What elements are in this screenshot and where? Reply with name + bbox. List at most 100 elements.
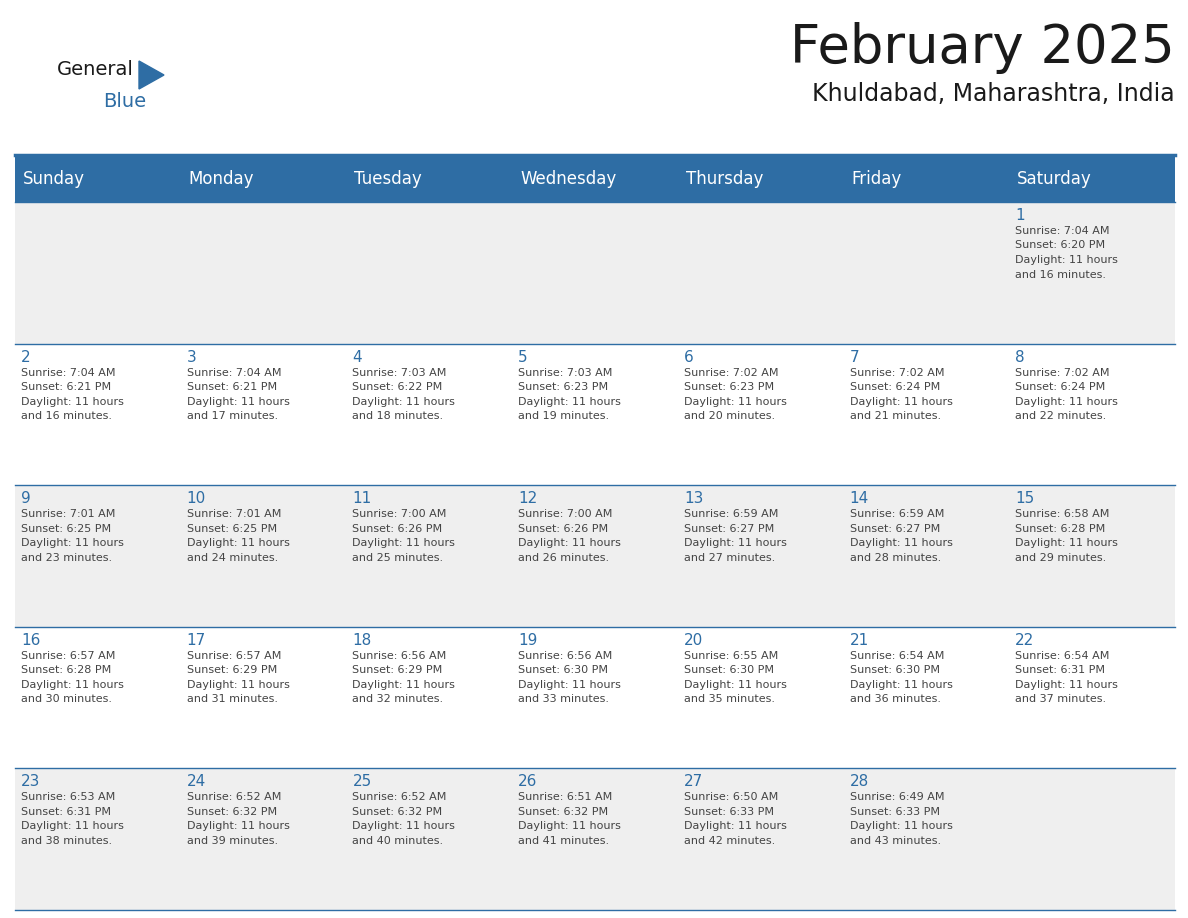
Text: Sunset: 6:25 PM: Sunset: 6:25 PM: [187, 523, 277, 533]
Text: 8: 8: [1016, 350, 1025, 364]
Text: Friday: Friday: [852, 170, 902, 187]
Text: Sunrise: 6:56 AM: Sunrise: 6:56 AM: [353, 651, 447, 661]
Bar: [15, 768, 1175, 910]
Text: General: General: [57, 60, 134, 79]
Bar: [15, 202, 1175, 343]
Text: Sunset: 6:20 PM: Sunset: 6:20 PM: [1016, 241, 1105, 251]
Text: and 38 minutes.: and 38 minutes.: [21, 836, 112, 845]
Text: Sunset: 6:26 PM: Sunset: 6:26 PM: [518, 523, 608, 533]
Text: Sunrise: 7:04 AM: Sunrise: 7:04 AM: [187, 367, 282, 377]
Text: Sunset: 6:32 PM: Sunset: 6:32 PM: [353, 807, 443, 817]
Text: Saturday: Saturday: [1017, 170, 1092, 187]
Text: 13: 13: [684, 491, 703, 506]
Polygon shape: [139, 61, 164, 89]
Text: and 17 minutes.: and 17 minutes.: [187, 411, 278, 421]
Text: 27: 27: [684, 775, 703, 789]
Text: Sunrise: 6:52 AM: Sunrise: 6:52 AM: [187, 792, 282, 802]
Text: 21: 21: [849, 633, 868, 648]
Text: Sunrise: 7:04 AM: Sunrise: 7:04 AM: [21, 367, 115, 377]
Text: Sunset: 6:26 PM: Sunset: 6:26 PM: [353, 523, 443, 533]
Text: 7: 7: [849, 350, 859, 364]
Text: and 28 minutes.: and 28 minutes.: [849, 553, 941, 563]
Text: Sunset: 6:31 PM: Sunset: 6:31 PM: [1016, 666, 1105, 676]
Text: Sunset: 6:29 PM: Sunset: 6:29 PM: [187, 666, 277, 676]
Text: Thursday: Thursday: [685, 170, 763, 187]
Text: Sunrise: 7:01 AM: Sunrise: 7:01 AM: [187, 509, 282, 520]
Text: Daylight: 11 hours: Daylight: 11 hours: [187, 538, 290, 548]
Text: Sunset: 6:23 PM: Sunset: 6:23 PM: [684, 382, 775, 392]
Text: Monday: Monday: [189, 170, 254, 187]
Text: and 21 minutes.: and 21 minutes.: [849, 411, 941, 421]
Text: Sunset: 6:29 PM: Sunset: 6:29 PM: [353, 666, 443, 676]
Text: and 27 minutes.: and 27 minutes.: [684, 553, 775, 563]
Text: 14: 14: [849, 491, 868, 506]
Text: Sunset: 6:23 PM: Sunset: 6:23 PM: [518, 382, 608, 392]
Text: Sunrise: 6:57 AM: Sunrise: 6:57 AM: [187, 651, 282, 661]
Text: Sunset: 6:21 PM: Sunset: 6:21 PM: [187, 382, 277, 392]
Text: Sunrise: 7:00 AM: Sunrise: 7:00 AM: [518, 509, 613, 520]
Text: Daylight: 11 hours: Daylight: 11 hours: [21, 822, 124, 832]
Text: Daylight: 11 hours: Daylight: 11 hours: [518, 397, 621, 407]
Text: Sunset: 6:28 PM: Sunset: 6:28 PM: [1016, 523, 1106, 533]
Text: 22: 22: [1016, 633, 1035, 648]
Text: Sunset: 6:24 PM: Sunset: 6:24 PM: [849, 382, 940, 392]
Text: Khuldabad, Maharashtra, India: Khuldabad, Maharashtra, India: [813, 82, 1175, 106]
Text: Daylight: 11 hours: Daylight: 11 hours: [849, 822, 953, 832]
Text: Sunrise: 6:57 AM: Sunrise: 6:57 AM: [21, 651, 115, 661]
Text: Daylight: 11 hours: Daylight: 11 hours: [353, 397, 455, 407]
Text: 11: 11: [353, 491, 372, 506]
Text: 2: 2: [21, 350, 31, 364]
Text: Sunrise: 6:56 AM: Sunrise: 6:56 AM: [518, 651, 612, 661]
Text: Sunrise: 6:53 AM: Sunrise: 6:53 AM: [21, 792, 115, 802]
Text: Sunrise: 7:02 AM: Sunrise: 7:02 AM: [849, 367, 944, 377]
Text: Sunrise: 7:02 AM: Sunrise: 7:02 AM: [1016, 367, 1110, 377]
Text: Daylight: 11 hours: Daylight: 11 hours: [1016, 538, 1118, 548]
Text: Sunrise: 6:50 AM: Sunrise: 6:50 AM: [684, 792, 778, 802]
Text: 28: 28: [849, 775, 868, 789]
Text: 6: 6: [684, 350, 694, 364]
Text: and 18 minutes.: and 18 minutes.: [353, 411, 443, 421]
Text: Sunrise: 6:54 AM: Sunrise: 6:54 AM: [1016, 651, 1110, 661]
Bar: [678, 155, 843, 202]
Text: Daylight: 11 hours: Daylight: 11 hours: [518, 822, 621, 832]
Text: and 40 minutes.: and 40 minutes.: [353, 836, 443, 845]
Text: 24: 24: [187, 775, 206, 789]
Text: Daylight: 11 hours: Daylight: 11 hours: [684, 822, 786, 832]
Text: and 22 minutes.: and 22 minutes.: [1016, 411, 1106, 421]
Text: Sunrise: 7:04 AM: Sunrise: 7:04 AM: [1016, 226, 1110, 236]
Text: Sunrise: 6:59 AM: Sunrise: 6:59 AM: [849, 509, 944, 520]
Text: 15: 15: [1016, 491, 1035, 506]
Text: Daylight: 11 hours: Daylight: 11 hours: [1016, 397, 1118, 407]
Text: and 20 minutes.: and 20 minutes.: [684, 411, 775, 421]
Text: Sunset: 6:30 PM: Sunset: 6:30 PM: [518, 666, 608, 676]
Bar: [843, 155, 1010, 202]
Text: Daylight: 11 hours: Daylight: 11 hours: [187, 397, 290, 407]
Text: Daylight: 11 hours: Daylight: 11 hours: [187, 680, 290, 689]
Text: and 43 minutes.: and 43 minutes.: [849, 836, 941, 845]
Text: 4: 4: [353, 350, 362, 364]
Text: Daylight: 11 hours: Daylight: 11 hours: [849, 538, 953, 548]
Text: 1: 1: [1016, 208, 1025, 223]
Text: and 31 minutes.: and 31 minutes.: [187, 694, 278, 704]
Text: 12: 12: [518, 491, 537, 506]
Text: 5: 5: [518, 350, 527, 364]
Text: 26: 26: [518, 775, 537, 789]
Text: Daylight: 11 hours: Daylight: 11 hours: [353, 822, 455, 832]
Text: 16: 16: [21, 633, 40, 648]
Text: Sunset: 6:27 PM: Sunset: 6:27 PM: [684, 523, 775, 533]
Text: and 24 minutes.: and 24 minutes.: [187, 553, 278, 563]
Text: Sunrise: 6:59 AM: Sunrise: 6:59 AM: [684, 509, 778, 520]
Text: Sunset: 6:30 PM: Sunset: 6:30 PM: [849, 666, 940, 676]
Text: Daylight: 11 hours: Daylight: 11 hours: [849, 397, 953, 407]
Text: Daylight: 11 hours: Daylight: 11 hours: [518, 680, 621, 689]
Text: Sunrise: 7:03 AM: Sunrise: 7:03 AM: [353, 367, 447, 377]
Text: 3: 3: [187, 350, 196, 364]
Text: and 25 minutes.: and 25 minutes.: [353, 553, 443, 563]
Text: Blue: Blue: [103, 92, 146, 111]
Text: Wednesday: Wednesday: [520, 170, 617, 187]
Bar: [1010, 155, 1175, 202]
Text: Daylight: 11 hours: Daylight: 11 hours: [849, 680, 953, 689]
Text: and 23 minutes.: and 23 minutes.: [21, 553, 112, 563]
Text: Sunrise: 6:58 AM: Sunrise: 6:58 AM: [1016, 509, 1110, 520]
Text: 18: 18: [353, 633, 372, 648]
